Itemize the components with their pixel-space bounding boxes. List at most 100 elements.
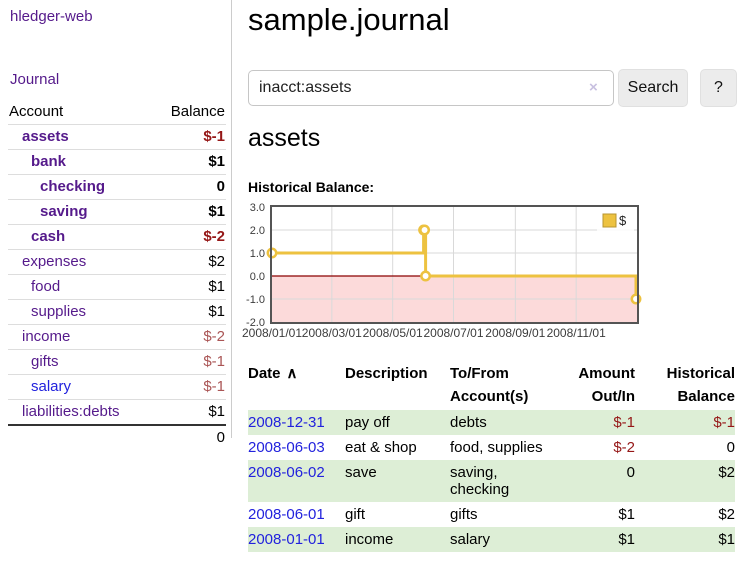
account-balance-table: Account Balance assets $-1 bank $1 checking 0… — [8, 100, 226, 450]
register-accounts: food, supplies — [450, 439, 543, 456]
register-row: 2008-06-01 gift gifts $1 $2 — [248, 502, 735, 527]
plot-border — [270, 205, 639, 324]
sidebar-account-row: income $-2 — [8, 324, 226, 350]
account-balance: $1 — [208, 203, 225, 220]
register-amount: $-2 — [613, 439, 635, 456]
account-balance: $1 — [208, 303, 225, 320]
account-link-bank[interactable]: bank — [31, 153, 67, 170]
page-title: sample.journal — [248, 2, 450, 37]
account-link-liabilities-debts[interactable]: liabilities:debts — [22, 403, 120, 420]
register-description: income — [345, 531, 394, 548]
chart-label: Historical Balance: — [248, 179, 375, 195]
register-column-header-historical: Historical Balance — [666, 365, 735, 405]
account-balance: $2 — [208, 253, 225, 270]
accounts-total-value: 0 — [153, 424, 226, 450]
account-link-gifts[interactable]: gifts — [31, 353, 59, 370]
account-link-assets[interactable]: assets — [22, 128, 69, 145]
register-column-header-description: Description — [345, 365, 428, 382]
sidebar-account-row: food $1 — [8, 274, 226, 300]
account-link-supplies[interactable]: supplies — [31, 303, 87, 320]
y-tick-label: 0.0 — [250, 271, 265, 283]
account-link-checking[interactable]: checking — [40, 178, 106, 195]
register-amount: 0 — [626, 464, 635, 481]
account-link-cash[interactable]: cash — [31, 228, 66, 245]
sidebar-account-row: salary $-1 — [8, 374, 226, 400]
register-column-header-tofrom: To/From Account(s) — [450, 365, 529, 405]
register-accounts: salary — [450, 531, 491, 548]
register-balance: $-1 — [713, 414, 735, 431]
account-balance: $-1 — [203, 353, 225, 370]
sidebar: hledger-web Journal Account Balance asse… — [0, 0, 232, 450]
register-date-link[interactable]: 2008-12-31 — [248, 414, 325, 431]
register-description: gift — [345, 506, 366, 523]
sidebar-account-row: saving $1 — [8, 199, 226, 225]
account-column-header: Account — [9, 103, 64, 120]
account-link-saving[interactable]: saving — [40, 203, 88, 220]
x-tick-label: 2008/07/01 — [423, 326, 483, 340]
register-row: 2008-06-02 save saving, checking 0 $2 — [248, 460, 735, 502]
register-table: Date ∧ Description To/From Account(s) Amoun… — [248, 360, 735, 552]
x-tick-label: 2008/11/01 — [547, 326, 606, 340]
register-balance: $1 — [718, 531, 735, 548]
sidebar-account-row: assets $-1 — [8, 124, 226, 150]
account-link-expenses[interactable]: expenses — [22, 253, 87, 270]
data-point — [420, 270, 432, 282]
register-accounts: saving, checking — [450, 464, 510, 498]
search-button[interactable]: Search — [618, 69, 688, 107]
x-tick-label: 2008/01/01 — [242, 326, 302, 340]
account-link-salary[interactable]: salary — [31, 378, 72, 395]
sidebar-account-row: checking 0 — [8, 174, 226, 200]
register-description: save — [345, 464, 377, 481]
sort-asc-icon: ∧ — [286, 365, 298, 382]
register-column-header-amount: Amount Out/In — [578, 365, 635, 405]
register-balance: $2 — [718, 464, 735, 481]
register-date-link[interactable]: 2008-06-03 — [248, 439, 325, 456]
register-description: pay off — [345, 414, 390, 431]
register-amount: $1 — [618, 506, 635, 523]
register-date-link[interactable]: 2008-06-01 — [248, 506, 325, 523]
register-accounts: gifts — [450, 506, 478, 523]
balance-column-header: Balance — [170, 103, 225, 120]
account-balance: $1 — [208, 153, 225, 170]
sidebar-account-row: expenses $2 — [8, 249, 226, 275]
register-header-row: Date ∧ Description To/From Account(s) Amoun… — [248, 360, 735, 410]
account-balance: $-2 — [203, 228, 225, 245]
clear-search-icon[interactable]: × — [589, 79, 598, 96]
main-content: sample.journal × Search ? assets Histori… — [242, 0, 742, 582]
register-date-link[interactable]: 2008-01-01 — [248, 531, 325, 548]
sidebar-account-row: bank $1 — [8, 149, 226, 175]
sidebar-account-row: supplies $1 — [8, 299, 226, 325]
account-balance: $-2 — [203, 328, 225, 345]
register-balance: 0 — [726, 439, 735, 456]
legend-label: $ — [619, 213, 627, 228]
y-tick-label: 3.0 — [250, 202, 265, 214]
legend-swatch — [602, 213, 617, 228]
x-tick-label: 2008/03/01 — [302, 326, 362, 340]
search-input[interactable] — [248, 70, 614, 106]
account-table-header: Account Balance — [8, 100, 226, 125]
register-balance: $2 — [718, 506, 735, 523]
help-button[interactable]: ? — [700, 69, 737, 107]
register-date-link[interactable]: 2008-06-02 — [248, 464, 325, 481]
account-balance: $-1 — [203, 378, 225, 395]
account-link-food[interactable]: food — [31, 278, 61, 295]
account-balance: $1 — [208, 278, 225, 295]
register-column-header-date: Date ∧ — [248, 365, 298, 382]
register-amount: $1 — [618, 531, 635, 548]
sidebar-account-row: gifts $-1 — [8, 349, 226, 375]
register-row: 2008-01-01 income salary $1 $1 — [248, 527, 735, 552]
account-link-income[interactable]: income — [22, 328, 71, 345]
sidebar-item-journal[interactable]: Journal — [10, 71, 60, 88]
account-balance: $1 — [208, 403, 225, 420]
data-point — [419, 224, 431, 236]
y-tick-label: -1.0 — [246, 294, 265, 306]
accounts-total-row: 0 — [8, 424, 226, 450]
register-row: 2008-12-31 pay off debts $-1 $-1 — [248, 410, 735, 435]
sidebar-account-row: liabilities:debts $1 — [8, 399, 226, 426]
register-description: eat & shop — [345, 439, 417, 456]
register-accounts: debts — [450, 414, 487, 431]
app-brand-link[interactable]: hledger-web — [10, 8, 93, 25]
register-amount: $-1 — [613, 414, 635, 431]
account-balance: $-1 — [203, 128, 225, 145]
